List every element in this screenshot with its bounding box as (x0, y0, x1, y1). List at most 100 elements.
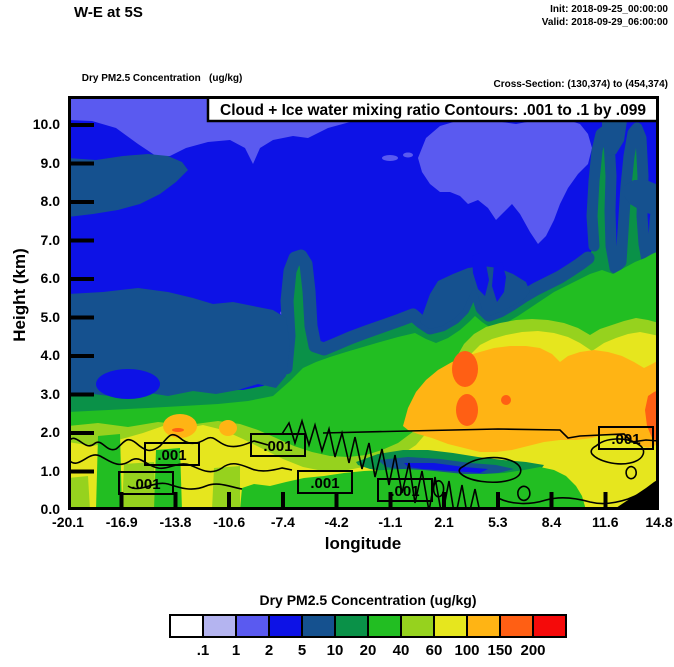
legend-cell (499, 614, 534, 638)
legend-boundary-label: 200 (520, 642, 546, 659)
y-tick-label: 2.0 (40, 424, 60, 440)
x-tick-label: -4.2 (324, 514, 349, 530)
y-tick-label: 0.0 (40, 501, 60, 517)
legend-cell (466, 614, 501, 638)
x-tick-label: -7.4 (270, 514, 295, 530)
run-times: Init: 2018-09-25_00:00:00 Valid: 2018-09… (542, 3, 668, 29)
contour-line-noisy-zigzag (281, 418, 481, 510)
contour-line-sw-wiggle (127, 482, 243, 490)
legend-boundary-label: 5 (297, 642, 307, 659)
legend-boundary-label: 1 (231, 642, 241, 659)
cross-section-plot: .001 .001 .001 .001 .001 .001 (68, 96, 659, 510)
legend-cell (235, 614, 270, 638)
plot-frame (68, 96, 659, 510)
x-tick-label: -13.8 (159, 514, 192, 530)
contour-label-text: .001 (310, 475, 339, 492)
contour-line-long-horizontal (322, 428, 659, 443)
y-axis-title: Height (km) (10, 248, 29, 342)
contour-label-box: .001 (598, 426, 654, 450)
x-tick-label: -20.1 (52, 514, 84, 530)
legend-title: Dry PM2.5 Concentration (ug/kg) (259, 592, 477, 608)
field-line-pm25: Dry PM2.5 Concentration (ug/kg) (79, 73, 243, 84)
legend-boundary-label: 10 (326, 642, 344, 659)
y-tick-label: 7.0 (40, 231, 60, 248)
fill-region-violet-dash1 (382, 155, 398, 161)
plot-title-text: Cloud + Ice water mixing ratio Contours:… (220, 102, 646, 119)
x-tick-label: 11.6 (592, 514, 619, 530)
contour-loop-east (590, 438, 645, 465)
fill-region-ygreen-stripe3 (212, 466, 240, 510)
fill-region-orange-core2 (456, 394, 478, 426)
fill-region-amber-spot-west2 (219, 420, 237, 436)
contour-label-text: .001 (390, 483, 419, 500)
legend-cell (400, 614, 435, 638)
x-tick-label: 5.3 (488, 514, 508, 530)
x-tick-label: -16.9 (105, 514, 138, 530)
fill-region-violet-dash2 (403, 152, 413, 158)
fill-region-ygreen-stripe1 (68, 476, 90, 510)
legend-boundary-label: 60 (425, 642, 443, 659)
x-tick-label: 8.4 (541, 514, 562, 530)
cross-section-info: Cross-Section: (130,374) to (454,374) (493, 79, 668, 90)
fill-region-violet-upper-lobe (418, 120, 592, 244)
legend-cell (268, 614, 303, 638)
contour-line-west-upper (68, 433, 269, 452)
fill-region-orange-dash-west (172, 428, 184, 432)
y-tick-label: 6.0 (40, 270, 60, 286)
legend-boundary-label: 20 (359, 642, 377, 659)
legend-boundary-label: 2 (264, 642, 274, 659)
contour-oval3 (625, 465, 637, 480)
fill-region-blue-pocket-west (96, 369, 160, 399)
y-tick-label: 9.0 (40, 154, 60, 171)
legend-boundary-label: 100 (454, 642, 480, 659)
fill-region-orange-east-edge (645, 390, 659, 442)
x-tick-label: 2.1 (434, 514, 454, 530)
fill-region-green-stripe1 (96, 434, 122, 510)
fill-region-blue-finger2 (492, 262, 506, 302)
x-axis-title: longitude (324, 534, 402, 553)
mixing-ratio-contour-lines (68, 418, 659, 510)
legend-cell (202, 614, 237, 638)
contour-line-se-wiggle (497, 492, 643, 505)
fill-region-blue-lowstreak (404, 463, 488, 473)
contour-loop-center (458, 456, 522, 483)
legend-cell (433, 614, 468, 638)
terrain-wedge (613, 479, 659, 510)
contour-label-text: .001 (157, 447, 186, 464)
contour-label-box: .001 (144, 442, 200, 466)
contour-label-box: .001 (118, 471, 174, 495)
legend-cells (169, 614, 567, 638)
init-time: Init: 2018-09-25_00:00:00 (550, 4, 668, 15)
x-tick-label: -10.6 (213, 514, 246, 530)
fill-region-orange-core1 (452, 351, 478, 387)
contour-label-text: .001 (611, 431, 640, 448)
y-tick-label: 10.0 (32, 116, 60, 132)
contour-label-box: .001 (377, 478, 433, 502)
y-tick-label: 3.0 (40, 385, 60, 402)
page-title: W-E at 5S (74, 4, 143, 21)
contour-label-text: .001 (131, 476, 160, 493)
fill-region-steel-west-wedge (68, 154, 188, 217)
fill-region-ygreen-stripe2 (122, 462, 156, 510)
contour-oval1 (432, 480, 445, 498)
legend-cell (169, 614, 204, 638)
legend-cell (532, 614, 567, 638)
x-tick-label: 14.8 (645, 514, 673, 530)
plot-title-box: Cloud + Ice water mixing ratio Contours:… (206, 96, 659, 123)
legend-cell (334, 614, 369, 638)
x-tick-label: -1.1 (378, 514, 403, 530)
y-tick-label: 8.0 (40, 193, 60, 209)
y-tick-label: 1.0 (40, 462, 60, 479)
contour-label-text: .001 (263, 438, 292, 455)
legend-boundary-label: .1 (196, 642, 210, 659)
contour-label-box: .001 (250, 433, 306, 457)
legend-boundary-label: 150 (487, 642, 513, 659)
legend-cell (301, 614, 336, 638)
y-tick-label: 4.0 (40, 347, 60, 363)
fill-region-amber-spot-west1 (163, 414, 197, 438)
fill-region-steel-east-edge (624, 180, 659, 214)
legend-boundary-label: 40 (392, 642, 410, 659)
contour-label-box: .001 (297, 470, 353, 494)
contour-oval2 (517, 485, 531, 502)
